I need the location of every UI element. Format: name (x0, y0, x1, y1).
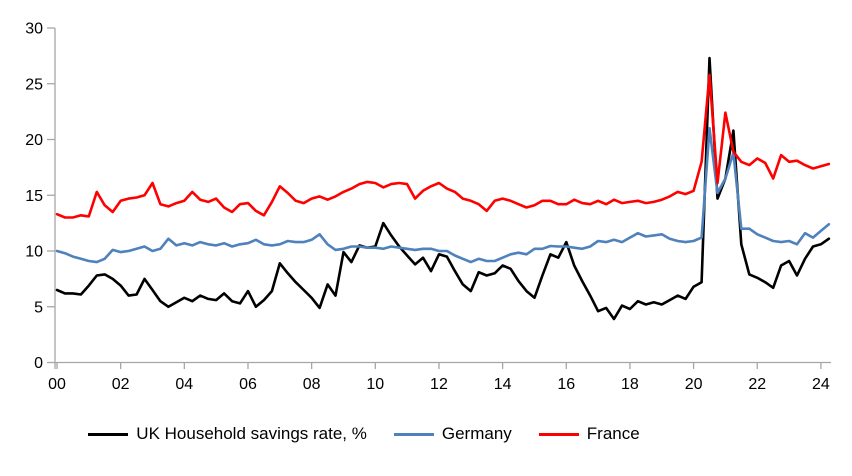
y-tick-label: 5 (34, 299, 43, 316)
legend-label-uk: UK Household savings rate, % (136, 424, 367, 443)
legend-item-uk: UK Household savings rate, % (88, 424, 367, 444)
legend-item-france: France (538, 424, 640, 444)
france-line-swatch (538, 432, 579, 436)
x-tick-label: 00 (48, 376, 66, 393)
x-tick-label: 20 (685, 376, 703, 393)
series-line-germany (55, 127, 831, 264)
x-tick-label: 10 (366, 376, 384, 393)
x-tick-label: 02 (112, 376, 130, 393)
series-line-france (55, 73, 831, 219)
y-tick-label: 10 (25, 244, 43, 261)
series-line-uk-household-savings-rate- (55, 56, 831, 321)
y-tick-label: 15 (25, 188, 43, 205)
x-tick-label: 04 (175, 376, 193, 393)
legend-label-germany: Germany (441, 424, 512, 443)
legend-label-france: France (586, 424, 640, 443)
x-tick-label: 08 (303, 376, 321, 393)
y-tick-label: 0 (34, 355, 43, 372)
x-tick-label: 16 (557, 376, 575, 393)
x-tick-label: 12 (430, 376, 448, 393)
germany-line-swatch (393, 432, 434, 436)
chart-legend: UK Household savings rate, % Germany Fra… (0, 424, 852, 444)
x-tick-label: 24 (812, 376, 830, 393)
x-tick-label: 14 (494, 376, 512, 393)
x-tick-label: 18 (621, 376, 639, 393)
y-tick-label: 20 (25, 132, 43, 149)
y-tick-label: 30 (25, 21, 43, 38)
uk-line-swatch (88, 432, 129, 436)
x-tick-label: 22 (748, 376, 766, 393)
chart-plot-area: 0 5 10 15 20 25 30 00 02 04 06 08 10 12 14 16 18 20 22 24 (25, 21, 831, 393)
savings-rate-chart: 0 5 10 15 20 25 30 00 02 04 06 08 10 12 14 16 18 20 22 24 (25, 21, 831, 393)
y-tick-label: 25 (25, 76, 43, 93)
x-tick-label: 06 (239, 376, 257, 393)
legend-item-germany: Germany (393, 424, 512, 444)
